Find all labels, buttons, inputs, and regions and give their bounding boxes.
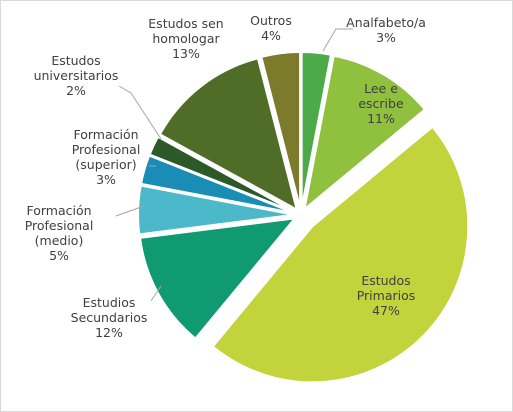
category-name: Outros xyxy=(250,13,292,28)
slice-label: Estudos universitarios 2% xyxy=(21,53,131,98)
percent-label: 3% xyxy=(376,30,396,45)
category-name: Formación Profesional (superior) xyxy=(71,127,141,172)
category-name: Formación Profesional (medio) xyxy=(24,203,94,248)
slice-label: Outros 4% xyxy=(216,13,326,43)
pie-slice xyxy=(158,57,299,212)
pie-slice xyxy=(137,184,295,236)
slice-label: Estudos Primarios 47% xyxy=(346,273,426,318)
percent-label: 12% xyxy=(95,325,123,340)
percent-label: 11% xyxy=(367,111,395,126)
pie-slice xyxy=(138,217,298,340)
percent-label: 5% xyxy=(49,248,69,263)
leader-line xyxy=(118,85,162,140)
leader-line xyxy=(150,285,162,302)
leader-line xyxy=(115,205,145,217)
category-name: Estudos Primarios xyxy=(356,273,416,303)
percent-label: 4% xyxy=(261,28,281,43)
category-name: Estudos universitarios xyxy=(33,53,119,83)
category-name: Estudos sen homologar xyxy=(148,16,224,46)
slice-label: Formación Profesional (superior) 3% xyxy=(51,127,161,187)
pie-slice xyxy=(148,135,296,213)
slice-label: Formación Profesional (medio) 5% xyxy=(4,203,114,263)
slice-label: Estudos sen homologar 13% xyxy=(131,16,241,61)
category-name: Estudios Secundarios xyxy=(70,295,148,325)
pie-slice xyxy=(260,51,302,209)
pie-slice xyxy=(300,51,333,209)
leader-line xyxy=(322,28,353,52)
percent-label: 3% xyxy=(96,172,116,187)
slice-label: Lee e escribe 11% xyxy=(341,81,421,126)
percent-label: 47% xyxy=(372,303,400,318)
slice-label: Analfabeto/a 3% xyxy=(346,15,426,45)
pie-slice xyxy=(211,125,470,384)
category-name: Analfabeto/a xyxy=(346,15,426,30)
percent-label: 13% xyxy=(172,46,200,61)
percent-label: 2% xyxy=(66,83,86,98)
pie-slice xyxy=(303,54,427,212)
slice-label: Estudios Secundarios 12% xyxy=(54,295,164,340)
pie-slice xyxy=(139,154,295,215)
category-name: Lee e escribe xyxy=(358,81,404,111)
